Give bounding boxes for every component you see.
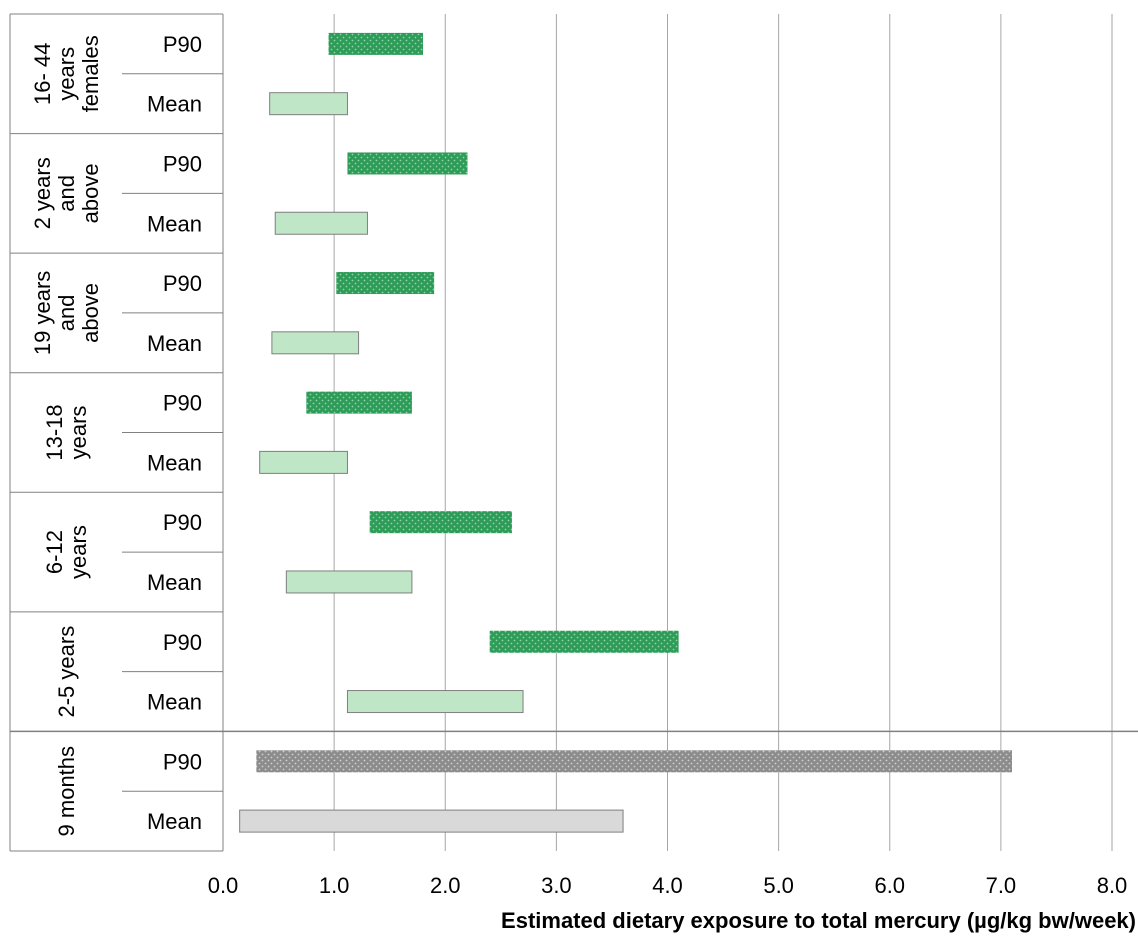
x-tick-label: 6.0 (874, 873, 905, 898)
mean-range-bar (269, 92, 348, 116)
mean-range-bar (285, 570, 413, 594)
group-label-line: 16- 44 (30, 43, 55, 105)
group-label-line: females (78, 35, 103, 112)
x-tick-label: 5.0 (763, 873, 794, 898)
stat-label: Mean (147, 92, 202, 117)
x-tick-label: 1.0 (319, 873, 350, 898)
group-label-line: years (66, 406, 91, 460)
group-label: 9 months (54, 746, 79, 837)
p90-range-bar (489, 630, 679, 653)
stat-label: P90 (163, 391, 202, 416)
stat-label: P90 (163, 510, 202, 535)
x-tick-label: 7.0 (986, 873, 1017, 898)
x-tick-label: 8.0 (1097, 873, 1128, 898)
group-label: 2-5 years (54, 626, 79, 718)
x-tick-label: 2.0 (430, 873, 461, 898)
stat-label: P90 (163, 630, 202, 655)
stat-label: Mean (147, 211, 202, 236)
mean-range-bar (259, 450, 348, 474)
p90-range-bar (328, 32, 424, 55)
group-label-line: 2-5 years (54, 626, 79, 718)
group-label: 16- 44yearsfemales (30, 35, 103, 112)
stat-label: Mean (147, 331, 202, 356)
stat-label: Mean (147, 570, 202, 595)
mean-range-bar (346, 690, 524, 714)
group-label-line: years (54, 47, 79, 101)
stat-label: Mean (147, 450, 202, 475)
p90-range-bar (306, 391, 412, 414)
stat-label: P90 (163, 271, 202, 296)
group-label: 13-18years (42, 404, 91, 460)
x-tick-label: 3.0 (541, 873, 572, 898)
group-label-line: years (66, 525, 91, 579)
group-label-line: 19 years (30, 271, 55, 355)
group-label: 6-12years (42, 525, 91, 579)
p90-range-bar (347, 152, 468, 175)
group-label-line: above (78, 163, 103, 223)
stat-label: P90 (163, 32, 202, 57)
p90-range-bar (256, 750, 1012, 773)
stat-label: P90 (163, 749, 202, 774)
group-label: 2 yearsandabove (30, 157, 103, 229)
stat-label: P90 (163, 151, 202, 176)
p90-range-bar (336, 272, 435, 295)
bars (239, 32, 1012, 833)
mean-range-bar (271, 331, 360, 355)
group-label-line: above (78, 283, 103, 343)
gridlines (222, 14, 1113, 851)
group-label-line: 9 months (54, 746, 79, 837)
group-label-line: 2 years (30, 157, 55, 229)
x-tick-label: 4.0 (652, 873, 683, 898)
x-axis-ticks: 0.0 1.0 2.0 3.0 4.0 5.0 6.0 7.0 8.0 (208, 873, 1128, 898)
x-axis-label: Estimated dietary exposure to total merc… (501, 908, 1136, 933)
x-tick-label: 0.0 (208, 873, 239, 898)
group-label-line: and (54, 175, 79, 212)
group-label: 19 yearsandabove (30, 271, 103, 355)
group-label-line: and (54, 295, 79, 332)
group-label-line: 6-12 (42, 530, 67, 574)
mean-range-bar (239, 809, 624, 833)
stat-label: Mean (147, 809, 202, 834)
mean-range-bar (274, 211, 368, 235)
group-label-line: 13-18 (42, 404, 67, 460)
stat-label: Mean (147, 690, 202, 715)
p90-range-bar (369, 511, 512, 534)
category-frame (9, 13, 1138, 852)
